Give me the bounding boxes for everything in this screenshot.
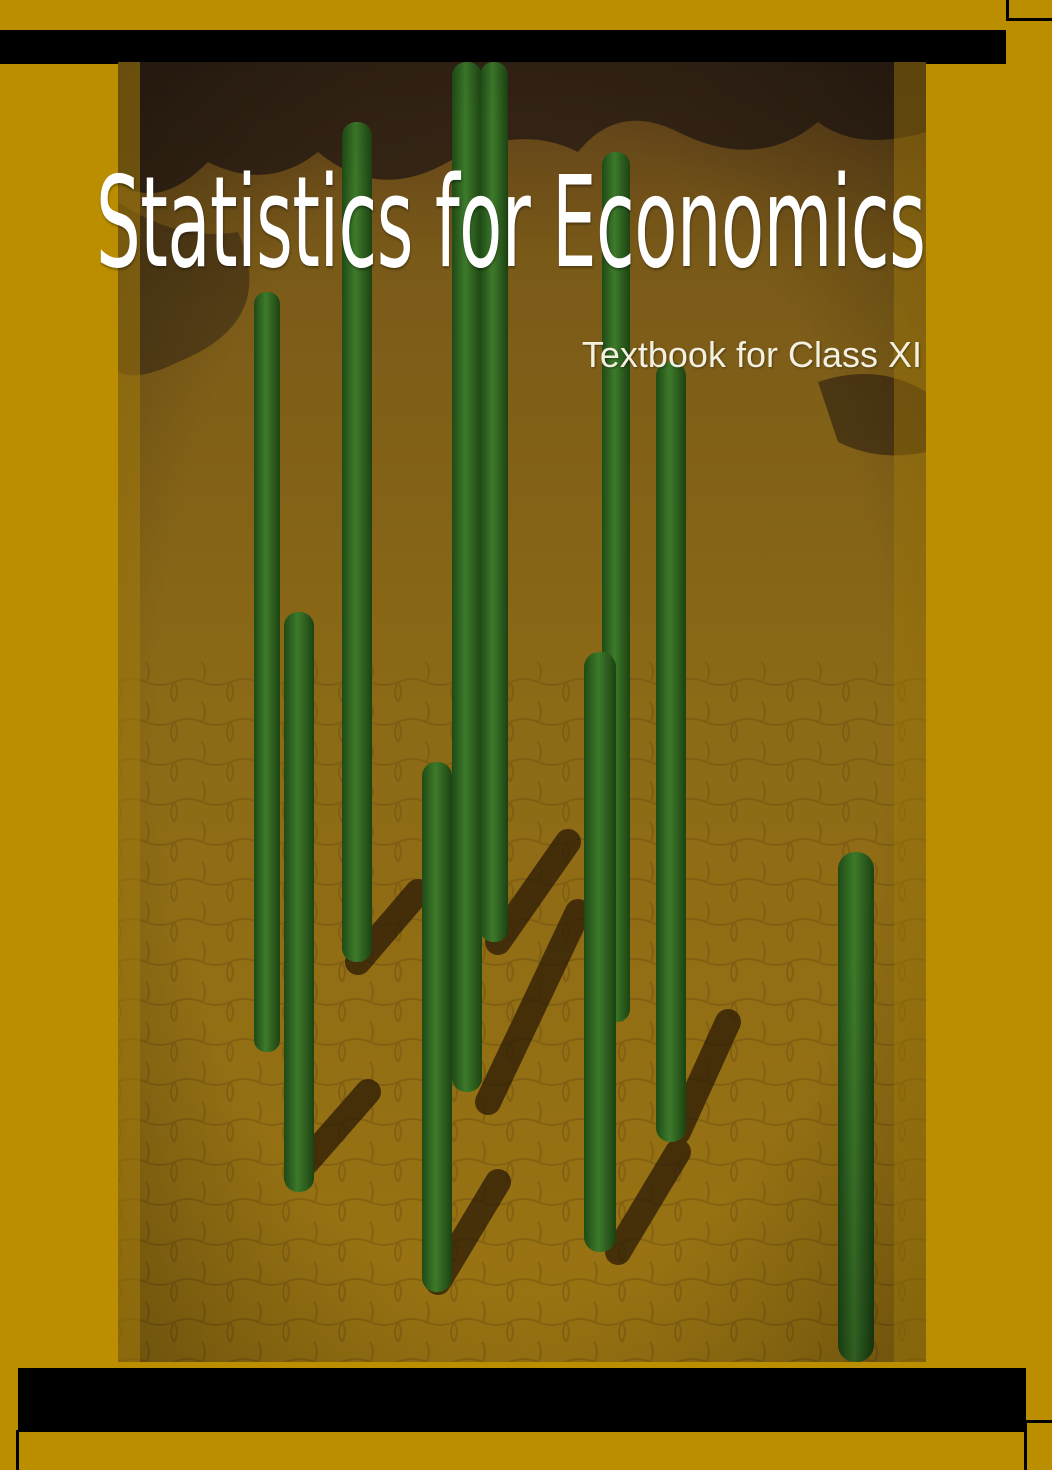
book-subtitle: Textbook for Class XI: [581, 334, 922, 375]
top-black-bar: [0, 30, 1006, 64]
crop-mark-top-right-vertical: [1006, 0, 1009, 20]
cover-photo: [118, 62, 926, 1362]
book-title: Statistics for Economics: [96, 149, 926, 296]
crop-mark-bottom-right-horizontal: [1024, 1420, 1052, 1423]
crop-mark-bottom-left-vertical: [16, 1430, 19, 1470]
crop-mark-bottom-right-vertical: [1024, 1420, 1027, 1470]
green-poles-on-pavement-photo: [118, 62, 926, 1362]
crop-mark-top-right-horizontal: [1006, 18, 1052, 21]
bottom-black-bar: [18, 1368, 1026, 1432]
